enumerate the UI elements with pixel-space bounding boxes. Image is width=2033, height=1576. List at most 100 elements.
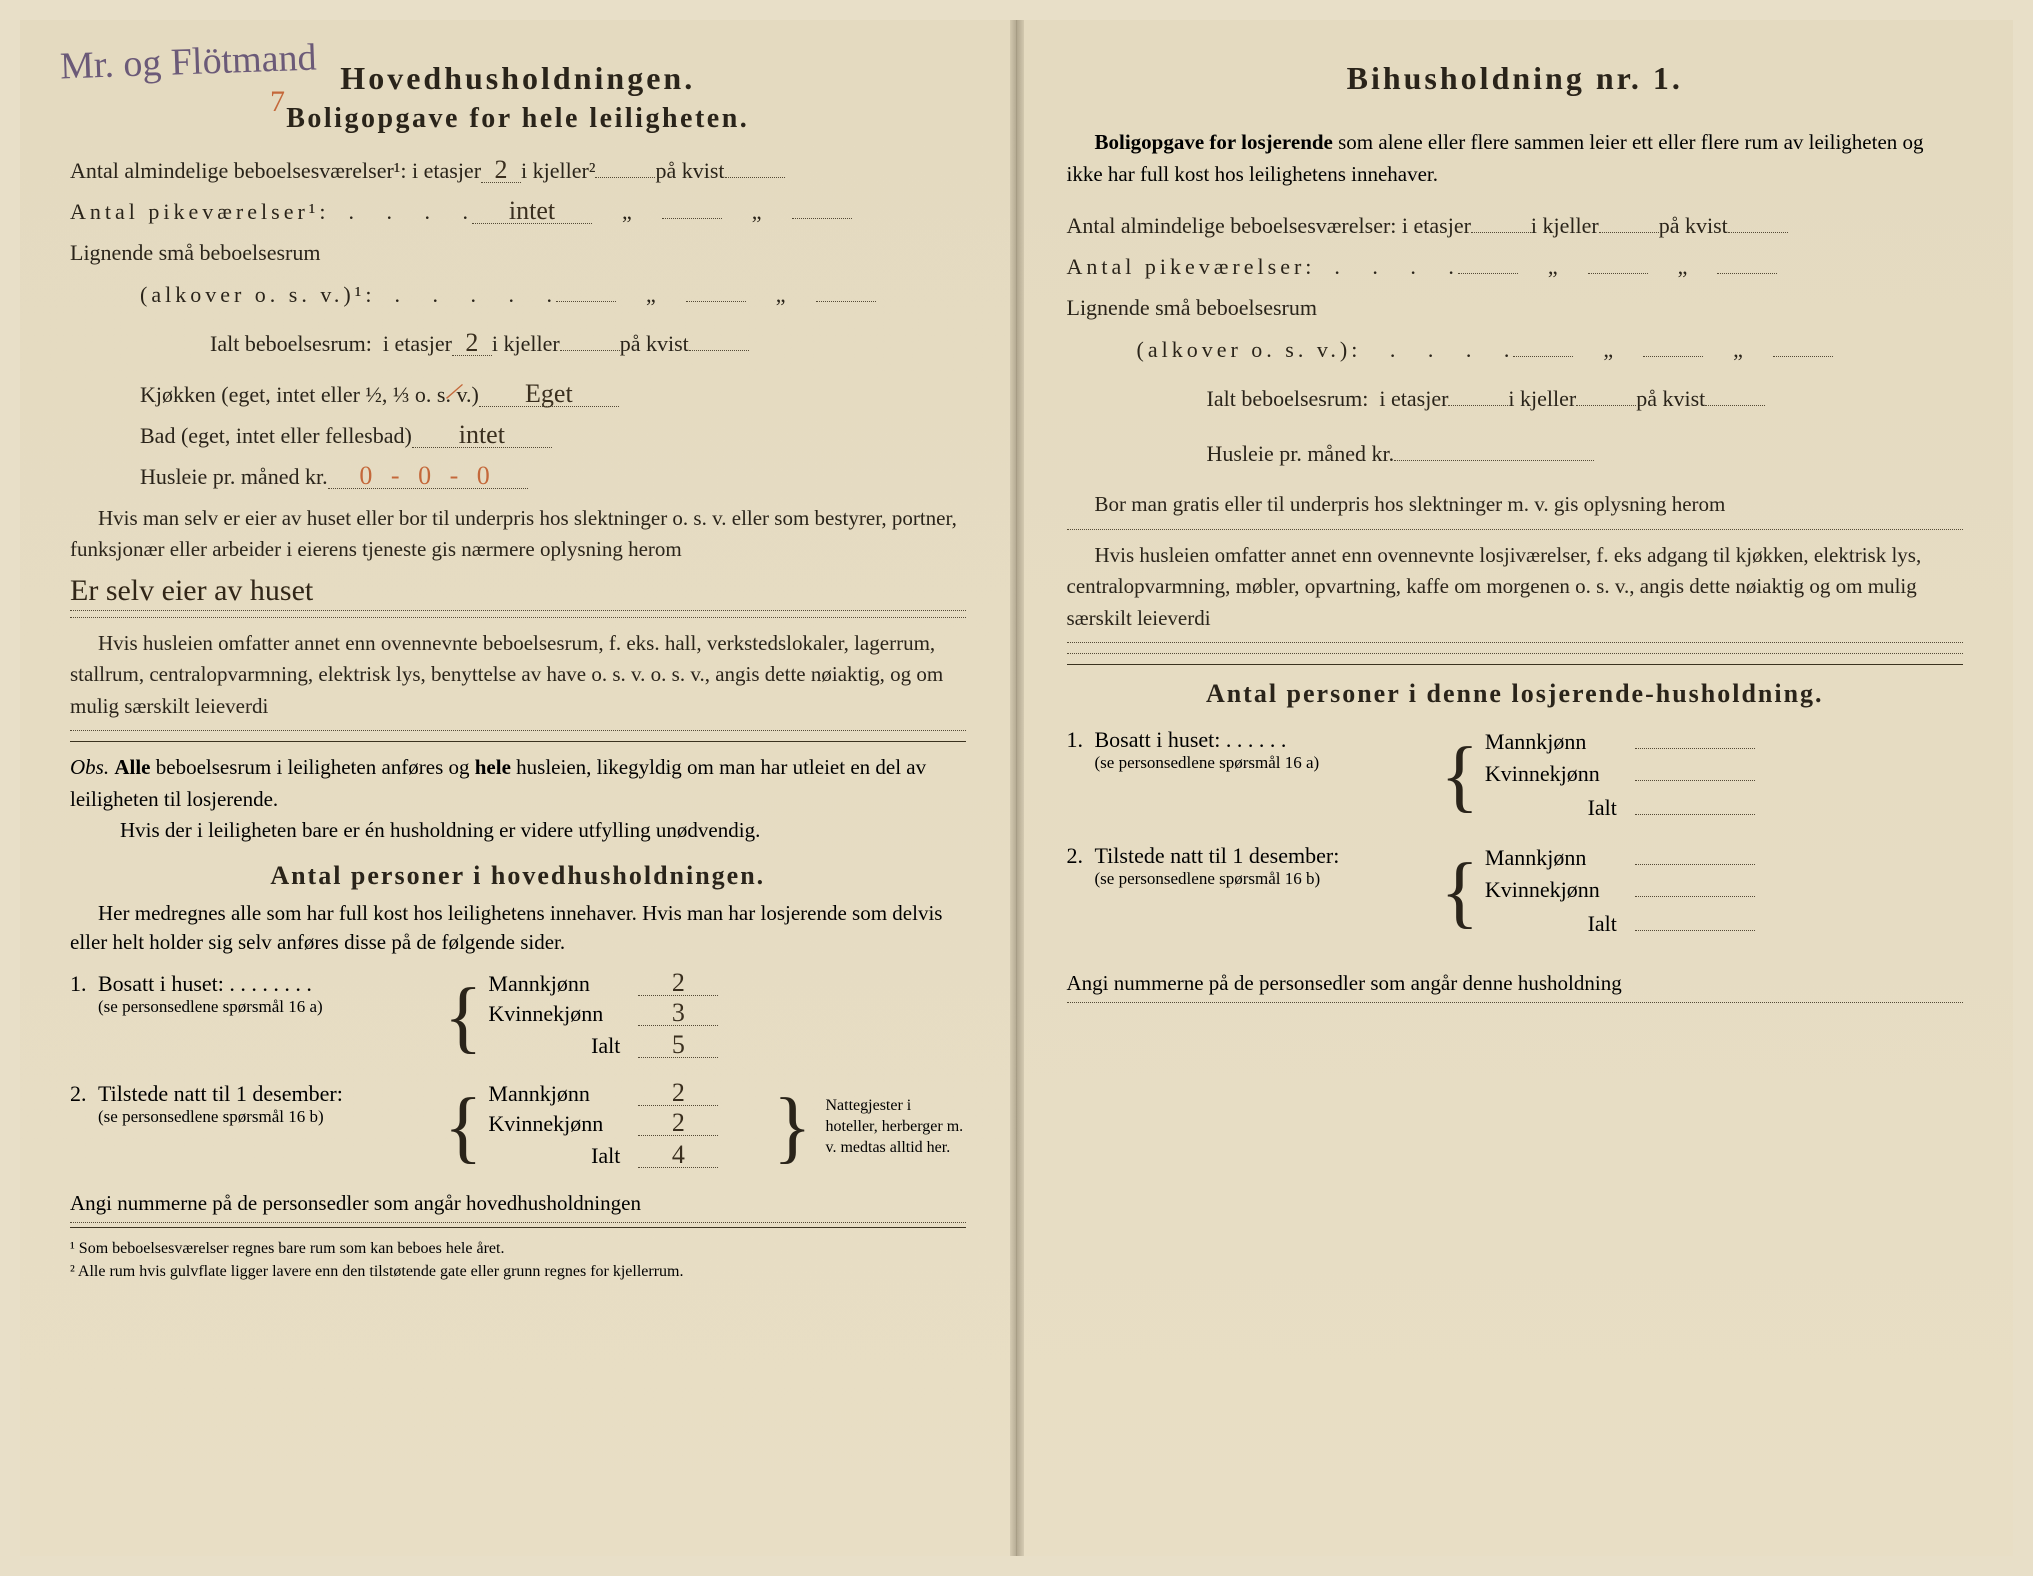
q2-total-value: 4 <box>638 1146 718 1168</box>
ordinary-attic-label: på kvist <box>655 153 724 188</box>
blank-rule-1 <box>70 617 966 618</box>
total-rooms-label: Ialt beboelsesrum: i etasjer <box>210 326 452 361</box>
r-similar-floors <box>1513 335 1573 357</box>
q2-sub: (se personsedlene spørsmål 16 b) <box>98 1107 438 1127</box>
r-q2-label-block: Tilstede natt til 1 desember: (se person… <box>1095 843 1435 889</box>
q1-f-label: Kvinnekjønn <box>488 1001 638 1027</box>
angi-right: Angi nummerne på de personsedler som ang… <box>1067 971 1964 1003</box>
r-q2-total-label: Ialt <box>1485 911 1635 937</box>
persons-note: Her medregnes alle som har full kost hos… <box>70 899 966 958</box>
r-q1-label: Bosatt i huset: . . . . . . <box>1095 727 1287 752</box>
r-q2-values: Mannkjønn Kvinnekjønn Ialt <box>1485 843 1963 941</box>
left-page: Mr. og Flötmand 7 Hovedhusholdningen. Bo… <box>20 20 1017 1556</box>
similar-cellar-value <box>686 280 746 302</box>
r-maid-label: Antal pikeværelser: . . . . <box>1067 249 1458 284</box>
q1-sub: (se personsedlene spørsmål 16 a) <box>98 997 438 1017</box>
footnote-1: ¹ Som beboelsesværelser regnes bare rum … <box>70 1238 966 1260</box>
total-attic-label: på kvist <box>620 326 689 361</box>
r-similar-label: Lignende små beboelsesrum <box>1067 290 1318 325</box>
similar-label: Lignende små beboelsesrum <box>70 235 321 270</box>
q2-f-value: 2 <box>638 1114 718 1136</box>
obs-text-b: beboelsesrum i leiligheten anføres og <box>151 755 475 779</box>
ditto-mark-4: „ <box>776 277 786 312</box>
r-q1-label-block: Bosatt i huset: . . . . . . (se personse… <box>1095 727 1435 773</box>
ordinary-rooms-line: Antal almindelige beboelsesværelser¹: i … <box>70 153 966 188</box>
kitchen-value: Eget <box>479 385 619 407</box>
r-ordinary-cellar <box>1599 211 1659 233</box>
r-similar-label-row: Lignende små beboelsesrum <box>1067 290 1964 325</box>
kitchen-line: Kjøkken (eget, intet eller ½, ⅓ o. s. v.… <box>140 377 966 412</box>
brace-icon-2: { <box>444 1097 482 1157</box>
right-title: Bihusholdning nr. 1. <box>1067 60 1964 97</box>
obs-hele: hele <box>475 755 511 779</box>
r-total-floors <box>1448 384 1508 406</box>
q2-f-label: Kvinnekjønn <box>488 1111 638 1137</box>
r-ditto-4: „ <box>1733 332 1743 367</box>
footnote-divider <box>70 1227 966 1228</box>
r-ordinary-floors <box>1471 211 1531 233</box>
r-ditto-1: „ <box>1548 249 1558 284</box>
r-total-attic <box>1705 384 1765 406</box>
r-q2-total-value <box>1635 909 1755 931</box>
obs-block: Obs. Alle beboelsesrum i leiligheten anf… <box>70 752 966 847</box>
maid-label: Antal pikeværelser¹: . . . . <box>70 194 472 229</box>
r-total-label: Ialt beboelsesrum: i etasjer <box>1207 381 1449 416</box>
r-rent-label: Husleie pr. måned kr. <box>1207 436 1395 471</box>
footnotes: ¹ Som beboelsesværelser regnes bare rum … <box>70 1238 966 1283</box>
r-q1-f-label: Kvinnekjønn <box>1485 761 1635 787</box>
r-similar-sub: (alkover o. s. v.): . . . . <box>1137 332 1514 367</box>
r-divider <box>1067 664 1964 665</box>
obs-alle: Alle <box>114 755 150 779</box>
r-blank-rule-1 <box>1067 529 1964 530</box>
r-q2-f-label: Kvinnekjønn <box>1485 877 1635 903</box>
red-correction-mark: 7 <box>270 85 285 119</box>
r-total-m2: på kvist <box>1636 381 1705 416</box>
angi-left-text: Angi nummerne på de personsedler som ang… <box>70 1191 641 1215</box>
r-rent-scope-para: Hvis husleien omfatter annet enn ovennev… <box>1067 540 1964 635</box>
r-q1-row: 1. Bosatt i huset: . . . . . . (se perso… <box>1067 727 1964 825</box>
rent-scope-para: Hvis husleien omfatter annet enn ovennev… <box>70 628 966 723</box>
r-ordinary-m2: på kvist <box>1659 208 1728 243</box>
r-q1-total-label: Ialt <box>1485 795 1635 821</box>
ordinary-label: Antal almindelige beboelsesværelser¹: i … <box>70 153 481 188</box>
r-blank-rule-3 <box>1067 653 1964 654</box>
r-q1-values: Mannkjønn Kvinnekjønn Ialt <box>1485 727 1963 825</box>
rent-value: 0 - 0 - 0 <box>328 467 528 489</box>
bath-value: intet <box>412 426 552 448</box>
q1-f-value: 3 <box>638 1004 718 1026</box>
r-similar-sub-row: (alkover o. s. v.): . . . . „ „ <box>1137 332 1964 367</box>
r-ordinary-m1: i kjeller <box>1531 208 1599 243</box>
r-q1-m-value <box>1635 727 1755 749</box>
rent-line: Husleie pr. måned kr. 0 - 0 - 0 <box>140 459 966 494</box>
brace-icon: { <box>444 987 482 1047</box>
left-subtitle: Boligopgave for hele leiligheten. <box>70 103 966 135</box>
ditto-mark-2: „ <box>752 194 762 229</box>
r-q2-label: Tilstede natt til 1 desember: <box>1095 843 1340 868</box>
similar-attic-value <box>816 280 876 302</box>
ditto-mark-3: „ <box>646 277 656 312</box>
r-q2-row: 2. Tilstede natt til 1 desember: (se per… <box>1067 843 1964 941</box>
obs-line2: Hvis der i leiligheten bare er én hushol… <box>120 815 760 847</box>
q2-total-label: Ialt <box>488 1143 638 1169</box>
r-q2-sub: (se personsedlene spørsmål 16 b) <box>1095 869 1435 889</box>
side-note: Nattegjester i hoteller, herberger m. v.… <box>826 1096 966 1158</box>
q2-number: 2. <box>70 1081 98 1107</box>
q1-total-value: 5 <box>638 1036 718 1058</box>
owner-note-para: Hvis man selv er eier av huset eller bor… <box>70 503 966 566</box>
r-q1-total-value <box>1635 793 1755 815</box>
r-total-m1: i kjeller <box>1508 381 1576 416</box>
q2-row: 2. Tilstede natt til 1 desember: (se per… <box>70 1081 966 1173</box>
r-total-line: Ialt beboelsesrum: i etasjer i kjeller p… <box>1207 381 1964 416</box>
q1-label: Bosatt i huset: . . . . . . . . <box>98 971 312 996</box>
r-persons-title: Antal personer i denne losjerende-hushol… <box>1067 679 1964 709</box>
r-q1-num: 1. <box>1067 727 1095 753</box>
handwritten-top-note: Mr. og Flötmand <box>59 36 317 89</box>
r-maid-attic <box>1717 252 1777 274</box>
ordinary-cellar-value <box>595 156 655 178</box>
r-maid-line: Antal pikeværelser: . . . . „ „ <box>1067 249 1964 284</box>
center-fold <box>1010 20 1024 1556</box>
similar-rooms-sub: (alkover o. s. v.)¹: . . . . . „ „ <box>140 277 966 312</box>
document-spread: Mr. og Flötmand 7 Hovedhusholdningen. Bo… <box>20 20 2013 1556</box>
rent-label: Husleie pr. måned kr. <box>140 459 328 494</box>
r-q2-f-value <box>1635 875 1755 897</box>
